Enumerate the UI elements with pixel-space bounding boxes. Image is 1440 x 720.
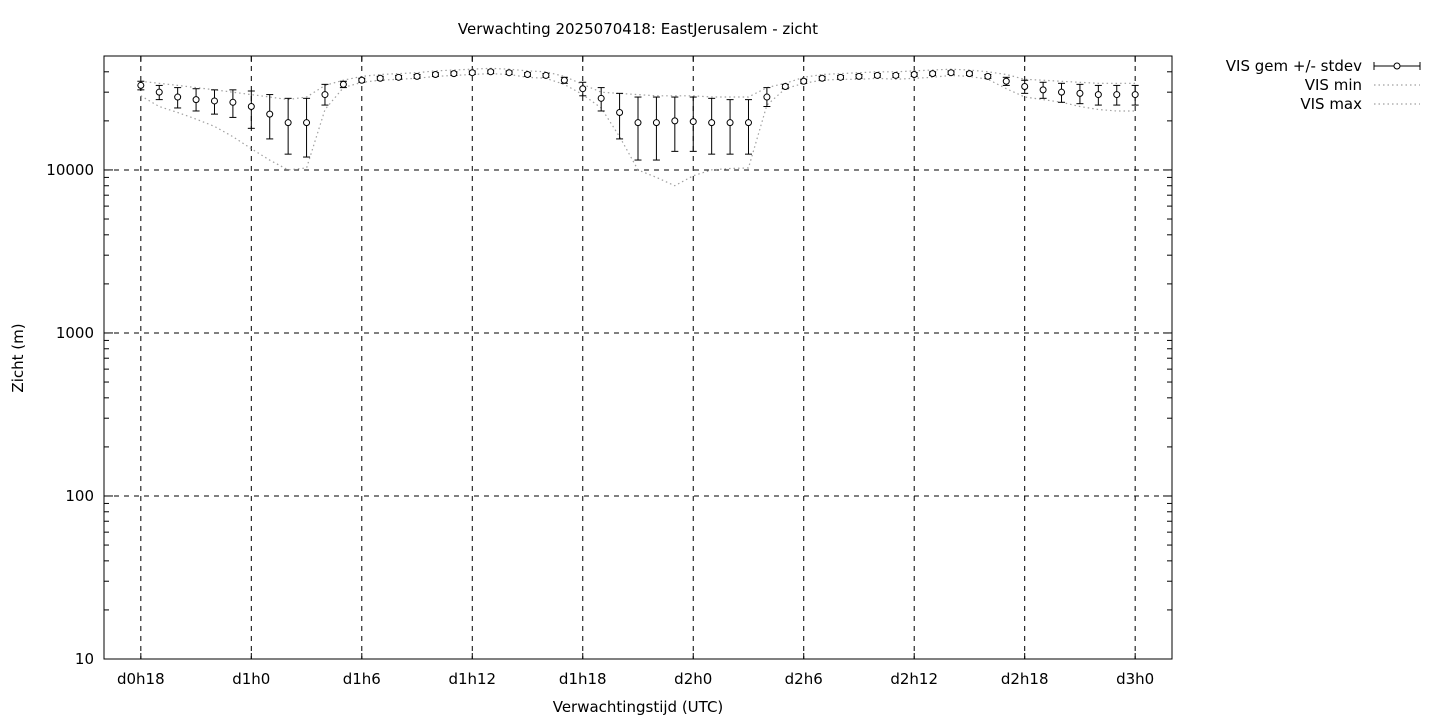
data-point: [468, 69, 476, 77]
data-point: [744, 119, 752, 127]
x-tick-label: d2h0: [674, 670, 712, 688]
x-tick-label: d2h18: [1001, 670, 1049, 688]
data-point: [376, 74, 384, 82]
data-point: [837, 73, 845, 81]
minor-ticks: [104, 55, 1172, 611]
data-point: [708, 119, 716, 127]
x-tick-label: d1h18: [559, 670, 607, 688]
data-point: [892, 71, 900, 79]
chart-title: Verwachting 2025070418: EastJerusalem - …: [458, 20, 818, 38]
x-tick-label: d1h6: [343, 670, 381, 688]
data-point: [266, 110, 274, 118]
data-point: [873, 71, 881, 79]
y-tick-label: 10: [75, 650, 94, 668]
data-point: [229, 98, 237, 106]
x-tick-label: d2h12: [890, 670, 938, 688]
data-point: [1039, 86, 1047, 94]
y-axis: 10 100 1000 10000: [46, 161, 1172, 668]
legend-label: VIS gem +/- stdev: [1226, 57, 1362, 75]
series-layer: [137, 67, 1139, 187]
data-point: [155, 88, 163, 96]
data-point: [395, 73, 403, 81]
data-point: [303, 119, 311, 127]
data-point: [505, 69, 513, 77]
x-tick-label: d3h0: [1116, 670, 1154, 688]
data-point: [781, 82, 789, 90]
data-point: [597, 94, 605, 102]
legend-label: VIS max: [1300, 95, 1362, 113]
data-point: [137, 81, 145, 89]
y-tick-label: 10000: [46, 161, 94, 179]
data-point: [855, 72, 863, 80]
x-axis: d0h18 d1h0 d1h6 d1h12 d1h18 d2h0 d2h6 d2h12 d2h1…: [117, 56, 1154, 688]
data-point: [929, 70, 937, 78]
grid: [104, 56, 1172, 659]
legend-swatch-marker: [1393, 62, 1401, 70]
x-axis-label: Verwachtingstijd (UTC): [553, 698, 724, 716]
data-point: [542, 71, 550, 79]
data-point: [284, 119, 292, 127]
data-point: [1131, 91, 1139, 99]
data-point: [247, 103, 255, 111]
data-point: [524, 71, 532, 79]
data-point: [763, 93, 771, 101]
data-point: [431, 71, 439, 79]
data-point: [910, 71, 918, 79]
data-point: [174, 93, 182, 101]
data-point: [339, 80, 347, 88]
data-point: [671, 117, 679, 125]
data-point: [616, 109, 624, 117]
x-tick-label: d2h6: [785, 670, 823, 688]
data-point: [321, 91, 329, 99]
data-point: [1058, 88, 1066, 96]
data-point: [210, 97, 218, 105]
data-point: [1002, 77, 1010, 85]
data-point: [634, 119, 642, 127]
data-point: [984, 72, 992, 80]
data-point: [965, 70, 973, 78]
data-point: [579, 85, 587, 93]
data-point: [947, 69, 955, 77]
data-point: [818, 74, 826, 82]
y-tick-label: 100: [65, 487, 94, 505]
data-point: [192, 96, 200, 104]
data-point: [560, 76, 568, 84]
data-point: [1113, 91, 1121, 99]
data-point: [413, 72, 421, 80]
data-point: [1094, 91, 1102, 99]
data-point: [450, 70, 458, 78]
data-point: [726, 119, 734, 127]
data-point: [800, 77, 808, 85]
data-point: [1021, 82, 1029, 90]
legend-label: VIS min: [1305, 76, 1362, 94]
plot-frame: [103, 55, 1173, 660]
x-tick-label: d1h0: [232, 670, 270, 688]
series-line-vis-max: [140, 67, 1136, 101]
x-tick-label: d1h12: [448, 670, 496, 688]
data-point: [358, 76, 366, 84]
data-point: [689, 118, 697, 126]
data-point: [1076, 89, 1084, 97]
y-tick-label: 1000: [56, 324, 94, 342]
series-line-vis-min: [140, 72, 1136, 187]
data-point: [487, 68, 495, 76]
x-tick-label: d0h18: [117, 670, 165, 688]
data-point: [652, 119, 660, 127]
y-axis-label: Zicht (m): [9, 323, 27, 392]
